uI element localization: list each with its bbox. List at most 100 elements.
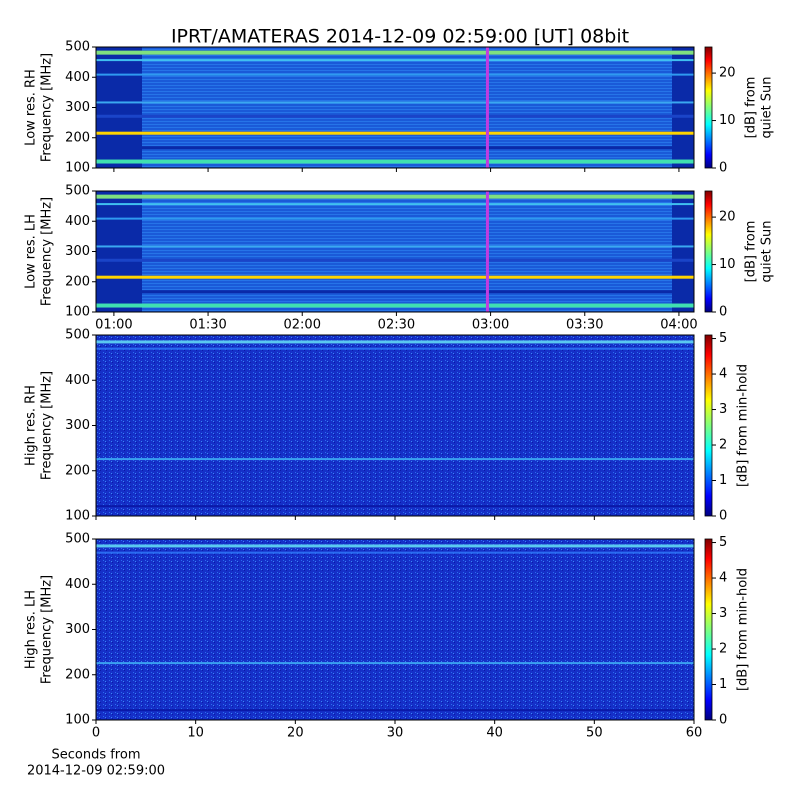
x-axis-label: Seconds from [51,748,140,763]
colorbar-tick-label: 2 [719,642,727,657]
colorbar-tick-label: 5 [719,535,727,550]
spectral-band [96,59,694,62]
x-axis-label: 2014-12-09 02:59:00 [27,764,165,779]
spectral-band [96,101,694,104]
x-tick-label: 02:00 [284,318,321,333]
colorbar-label: [dB] from [744,77,759,139]
edge-band [672,191,694,312]
x-tick-label: 04:00 [660,318,697,333]
spectral-band [96,194,694,199]
spectral-band [96,203,694,206]
colorbar-tick-label: 10 [719,113,736,128]
colorbar [704,334,713,517]
colorbar-tick-label: 5 [719,331,727,346]
colorbar [704,538,713,721]
colorbar-label: quiet Sun [760,220,775,282]
y-tick-label: 200 [65,463,90,478]
spectral-band [96,551,694,554]
colorbar-tick-label: 0 [719,161,727,176]
y-tick-label: 400 [65,373,90,388]
spectral-band [96,114,694,118]
colorbar-label: [dB] from min-hold [736,568,751,691]
spectral-band [96,73,694,76]
x-tick-label: 03:00 [472,318,509,333]
x-tick-label: 60 [686,726,703,741]
colorbar-tick-label: 3 [719,606,727,621]
spectrogram [96,335,694,516]
x-tick-label: 01:30 [189,318,226,333]
y-tick-label: 200 [65,667,90,682]
spectral-band [96,159,694,164]
spectral-band [96,275,694,279]
y-axis-label: Frequency [MHz] [40,575,55,684]
spectral-band [96,662,694,665]
y-axis-label: Frequency [MHz] [40,371,55,480]
x-tick-label: 20 [287,726,304,741]
y-tick-label: 300 [65,418,90,433]
spectrogram [96,47,694,168]
y-axis-label: Frequency [MHz] [40,197,55,306]
x-tick-label: 01:00 [95,318,132,333]
y-tick-label: 100 [65,713,90,728]
y-tick-label: 100 [65,509,90,524]
colorbar-tick-label: 0 [719,509,727,524]
edge-band [96,191,142,312]
y-tick-label: 400 [65,214,90,229]
y-tick-label: 100 [65,305,90,320]
y-tick-label: 400 [65,577,90,592]
y-tick-label: 200 [65,130,90,145]
colorbar-tick-label: 10 [719,257,736,272]
colorbar [704,190,713,313]
chart-title: IPRT/AMATERAS 2014-12-09 02:59:00 [UT] 0… [171,26,629,48]
colorbar-tick-label: 20 [719,210,736,225]
y-tick-label: 500 [65,184,90,199]
spectral-band [96,303,694,308]
spectral-band [96,146,694,150]
colorbar-tick-label: 2 [719,438,727,453]
spectral-band [96,131,694,135]
spectral-band [96,505,694,508]
colorbar-tick-label: 3 [719,402,727,417]
colorbar-tick-label: 0 [719,305,727,320]
colorbar-tick-label: 1 [719,473,727,488]
x-tick-label: 02:30 [378,318,415,333]
y-tick-label: 500 [65,40,90,55]
y-tick-label: 200 [65,274,90,289]
spectral-band [96,217,694,220]
spectral-band [96,347,694,350]
y-axis-label: Low res. RH [24,69,39,146]
spectrogram [96,191,694,312]
y-tick-label: 100 [65,161,90,176]
x-tick-label: 10 [187,726,204,741]
spectral-band [96,458,694,461]
colorbar-tick-label: 4 [719,571,727,586]
x-tick-label: 0 [92,726,100,741]
spectral-band [96,709,694,712]
y-axis-label: High res. RH [24,385,39,466]
spectral-band [96,290,694,294]
y-tick-label: 400 [65,70,90,85]
spectral-band [96,258,694,262]
y-tick-label: 500 [65,532,90,547]
spectrogram [96,539,694,720]
y-axis-label: High res. LH [24,590,39,669]
x-tick-label: 40 [486,726,503,741]
spectral-band [96,245,694,248]
x-tick-label: 50 [586,726,603,741]
edge-band [672,47,694,168]
y-axis-label: Low res. LH [24,214,39,289]
y-tick-label: 300 [65,100,90,115]
x-tick-label: 30 [387,726,404,741]
y-tick-label: 300 [65,244,90,259]
colorbar-label: [dB] from [744,221,759,283]
colorbar [704,46,713,169]
colorbar-tick-label: 20 [719,66,736,81]
y-tick-label: 500 [65,328,90,343]
edge-band [96,47,142,168]
y-tick-label: 300 [65,622,90,637]
spectral-band [96,50,694,55]
colorbar-label: [dB] from min-hold [736,364,751,487]
x-tick-label: 03:30 [566,318,603,333]
colorbar-tick-label: 1 [719,677,727,692]
